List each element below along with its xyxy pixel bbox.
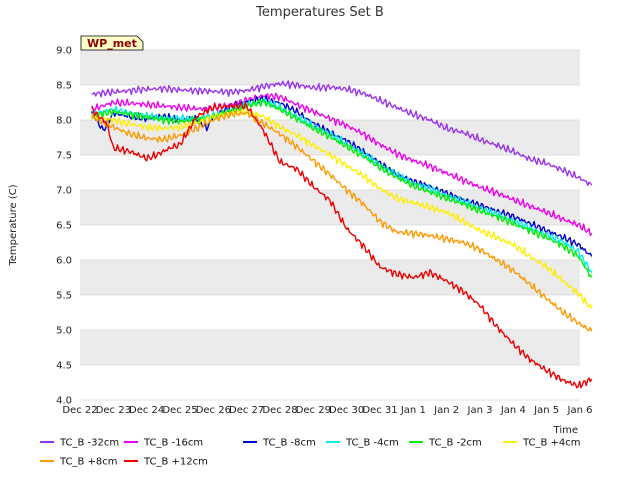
series-line-tc-b-32cm xyxy=(91,80,593,187)
y-tick-label: 7.0 xyxy=(56,186,72,197)
legend-item: TC_B +12cm xyxy=(124,457,208,468)
legend-item: TC_B +4cm xyxy=(503,438,581,449)
legend-item: TC_B -16cm xyxy=(124,438,203,449)
legend-label: TC_B -32cm xyxy=(59,438,119,449)
x-tick-label: Dec 22 xyxy=(62,405,97,416)
x-tick-label: Dec 29 xyxy=(296,405,331,416)
x-tick-label: Jan 4 xyxy=(500,405,526,416)
series-line-tc-b-2cm xyxy=(91,98,593,278)
y-tick-label: 5.5 xyxy=(56,291,72,302)
x-tick-label: Jan 1 xyxy=(400,405,426,416)
plot-band xyxy=(80,190,580,225)
series-line-tc-b-16cm xyxy=(91,92,593,237)
y-tick-label: 8.0 xyxy=(56,116,72,127)
series-line-tc-b-12cm xyxy=(91,101,593,389)
legend-item: TC_B -4cm xyxy=(326,438,399,449)
x-tick-label: Jan 6 xyxy=(567,405,593,416)
chart-title: Temperatures Set B xyxy=(255,5,384,20)
legend-label: TC_B -4cm xyxy=(345,438,399,449)
legend-label: TC_B -16cm xyxy=(143,438,203,449)
legend-label: TC_B +8cm xyxy=(59,457,118,468)
plot-band xyxy=(80,330,580,365)
y-tick-label: 4.5 xyxy=(56,361,72,372)
x-tick-label: Dec 24 xyxy=(129,405,164,416)
plot-band xyxy=(80,260,580,295)
legend-item: TC_B -8cm xyxy=(243,438,316,449)
y-axis-label: Temperature (C) xyxy=(8,184,19,266)
x-tick-label: Dec 30 xyxy=(329,405,364,416)
x-tick-label: Dec 31 xyxy=(362,405,397,416)
legend-item: TC_B -2cm xyxy=(409,438,482,449)
site-label-badge: WP_met xyxy=(80,35,144,51)
x-tick-label: Dec 28 xyxy=(262,405,297,416)
legend: TC_B -32cm TC_B -16cm TC_B -8cm TC_B -4cm TC… xyxy=(40,438,581,468)
plot-band xyxy=(80,50,580,85)
x-tick-label: Jan 3 xyxy=(467,405,493,416)
legend-label: TC_B -8cm xyxy=(262,438,316,449)
x-axis-label: Time xyxy=(553,425,578,436)
legend-label: TC_B +4cm xyxy=(522,438,581,449)
y-tick-label: 8.5 xyxy=(56,81,72,92)
series-line-tc-b-8cm xyxy=(91,94,593,257)
series-line-tc-b-4cm xyxy=(91,108,593,310)
site-label: WP_met xyxy=(87,37,137,50)
y-axis-ticks: 4.0 4.5 5.0 5.5 6.0 6.5 7.0 7.5 8.0 8.5 9.0 xyxy=(56,46,72,407)
x-tick-label: Dec 25 xyxy=(162,405,197,416)
legend-item: TC_B -32cm xyxy=(40,438,119,449)
y-tick-label: 6.0 xyxy=(56,256,72,267)
x-tick-label: Jan 5 xyxy=(533,405,559,416)
x-tick-label: Dec 26 xyxy=(196,405,231,416)
legend-item: TC_B +8cm xyxy=(40,457,118,468)
y-tick-label: 6.5 xyxy=(56,221,72,232)
y-tick-label: 5.0 xyxy=(56,326,72,337)
y-tick-label: 9.0 xyxy=(56,46,72,57)
series-lines xyxy=(91,80,593,389)
legend-label: TC_B +12cm xyxy=(143,457,208,468)
y-tick-label: 7.5 xyxy=(56,151,72,162)
legend-label: TC_B -2cm xyxy=(428,438,482,449)
x-tick-label: Dec 27 xyxy=(229,405,264,416)
series-line-tc-b-8cm xyxy=(91,109,593,332)
x-tick-label: Jan 2 xyxy=(433,405,459,416)
x-tick-label: Dec 23 xyxy=(96,405,131,416)
y-tick-label: 4.0 xyxy=(56,396,72,407)
